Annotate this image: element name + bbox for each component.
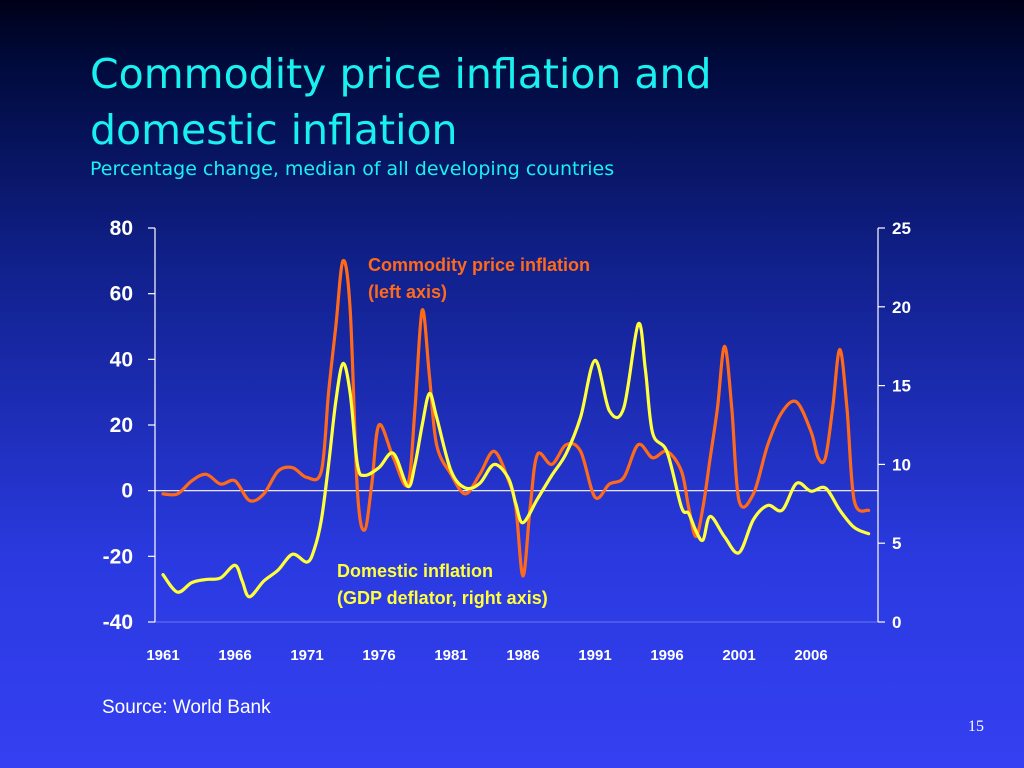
x-tick-label: 1991 bbox=[578, 647, 611, 664]
left-tick-label: 20 bbox=[110, 414, 133, 437]
title-line-1: Commodity price inflation and bbox=[90, 50, 712, 98]
slide-title: Commodity price inflation and domestic i… bbox=[90, 46, 850, 158]
x-tick-label: 2001 bbox=[722, 647, 755, 664]
x-tick-label: 1976 bbox=[362, 647, 395, 664]
x-tick-label: 1986 bbox=[506, 647, 539, 664]
right-tick-label: 25 bbox=[892, 219, 911, 238]
left-tick-label: 80 bbox=[110, 217, 133, 240]
right-tick-label: 5 bbox=[892, 534, 901, 553]
x-tick-label: 2006 bbox=[794, 647, 827, 664]
domestic-annotation-line-1: Domestic inflation bbox=[337, 561, 493, 581]
page-number: 15 bbox=[968, 718, 984, 735]
right-tick-label: 10 bbox=[892, 455, 911, 474]
x-tick-label: 1961 bbox=[146, 647, 179, 664]
domestic-annotation-line-2: (GDP deflator, right axis) bbox=[337, 588, 548, 608]
left-tick-label: 40 bbox=[110, 348, 133, 371]
left-tick-label: 0 bbox=[121, 480, 133, 503]
slide-subtitle: Percentage change, median of all develop… bbox=[90, 158, 615, 180]
commodity-annotation-line-1: Commodity price inflation bbox=[368, 255, 590, 275]
left-tick-label: -40 bbox=[103, 611, 133, 634]
right-tick-label: 0 bbox=[892, 613, 901, 632]
x-tick-label: 1981 bbox=[434, 647, 467, 664]
title-line-2: domestic inflation bbox=[90, 106, 458, 154]
commodity-series-line bbox=[161, 258, 871, 578]
commodity-annotation-line-2: (left axis) bbox=[368, 282, 447, 302]
right-tick-label: 20 bbox=[892, 298, 911, 317]
left-tick-label: 60 bbox=[110, 283, 133, 306]
left-tick-label: -20 bbox=[103, 545, 133, 568]
x-tick-label: 1966 bbox=[218, 647, 251, 664]
source-note: Source: World Bank bbox=[102, 697, 271, 718]
x-tick-label: 1971 bbox=[290, 647, 323, 664]
x-tick-label: 1996 bbox=[650, 647, 683, 664]
domestic-series-line bbox=[161, 321, 871, 599]
chart-axes: 80 60 40 20 0 -20 -40 25 20 15 10 5 0 1961 1966 1971 197… bbox=[103, 217, 911, 664]
right-tick-label: 15 bbox=[892, 377, 911, 396]
chart-lines bbox=[161, 258, 871, 599]
